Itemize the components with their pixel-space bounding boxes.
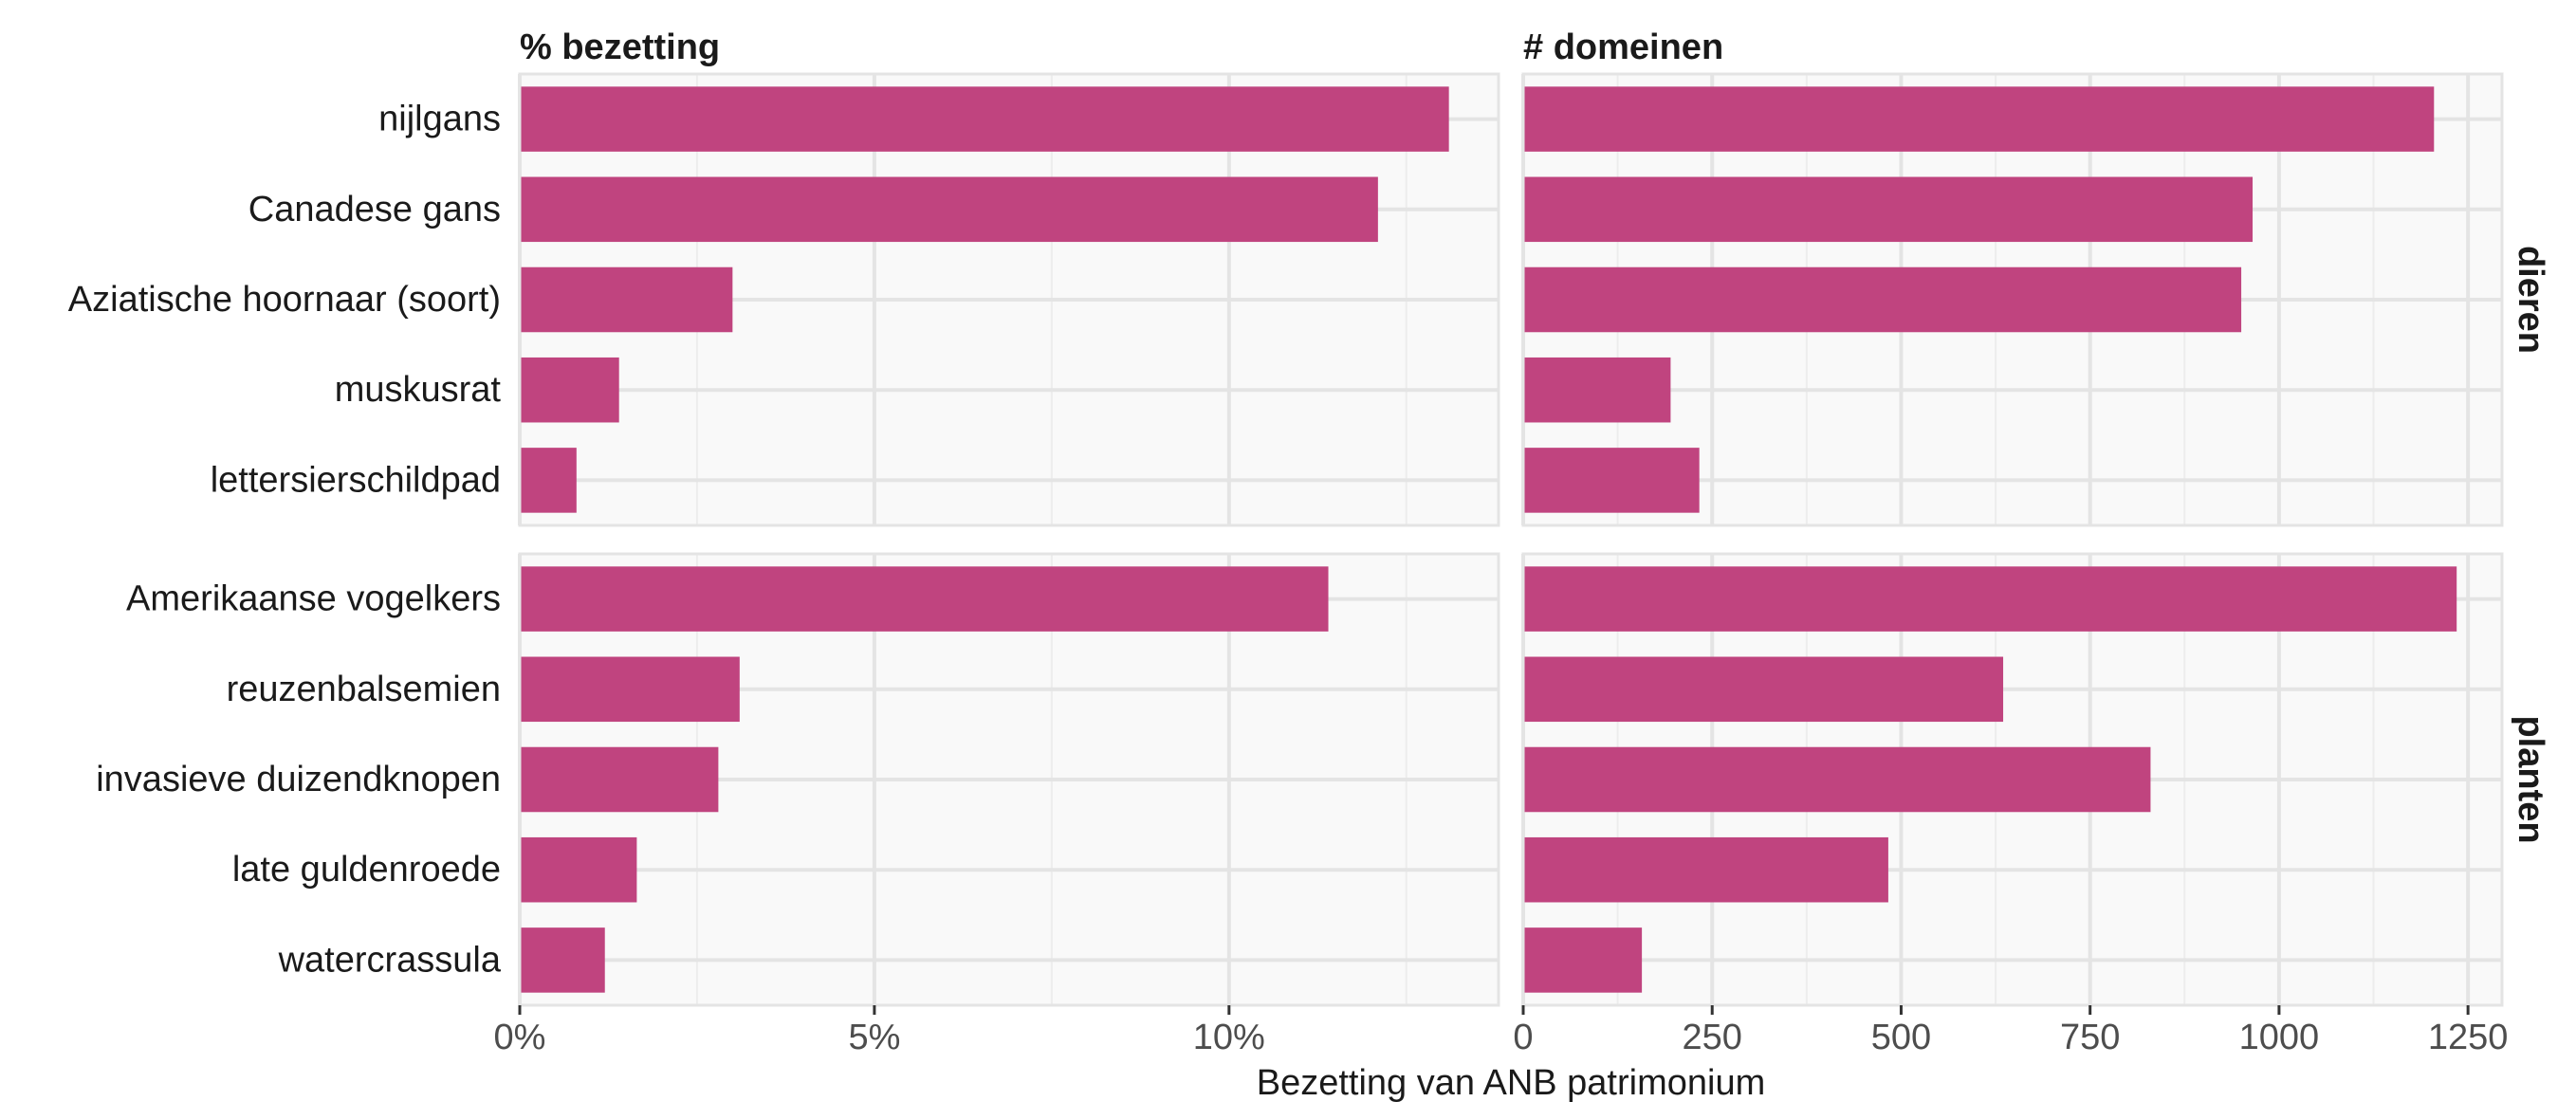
x-tick-label: 750 xyxy=(2060,1018,2120,1057)
category-label: watercrassula xyxy=(278,940,502,980)
x-tick-label: 250 xyxy=(1683,1018,1742,1057)
category-label: reuzenbalsemien xyxy=(227,670,501,709)
bar-dieren-pct-0 xyxy=(520,86,1449,152)
bar-planten-pct-0 xyxy=(520,566,1329,632)
bar-dieren-dom-0 xyxy=(1523,86,2435,152)
category-label: nijlgans xyxy=(378,100,501,139)
row-strip-label: planten xyxy=(2511,715,2550,843)
bar-planten-dom-0 xyxy=(1523,566,2457,632)
bar-planten-dom-4 xyxy=(1523,927,1643,993)
bar-dieren-dom-3 xyxy=(1523,357,1671,423)
panel-border xyxy=(1521,72,2504,527)
x-tick-label: 500 xyxy=(1871,1018,1931,1057)
x-tick-label: 0% xyxy=(494,1018,546,1057)
x-axis-title: Bezetting van ANB patrimonium xyxy=(1257,1063,1766,1103)
bar-planten-pct-4 xyxy=(520,927,605,993)
panel-dieren-pct xyxy=(518,72,1500,527)
x-tick-label: 0 xyxy=(1513,1018,1533,1057)
category-label: invasieve duizendknopen xyxy=(96,760,501,799)
bar-planten-dom-3 xyxy=(1523,836,1888,903)
category-label: lettersierschildpad xyxy=(211,460,501,500)
bar-planten-dom-2 xyxy=(1523,746,2151,813)
bar-dieren-dom-4 xyxy=(1523,448,1700,513)
bar-dieren-pct-1 xyxy=(520,176,1378,243)
panel-border xyxy=(1521,552,2504,1007)
row-strip-label: dieren xyxy=(2511,246,2550,354)
panel-dieren-dom xyxy=(1521,72,2504,527)
bar-dieren-dom-1 xyxy=(1523,176,2254,243)
column-strip-label: # domeinen xyxy=(1523,28,1723,67)
category-label: Amerikaanse vogelkers xyxy=(126,579,501,619)
bar-dieren-pct-4 xyxy=(520,448,577,513)
panel-border xyxy=(518,72,1500,527)
panel-planten-dom xyxy=(1521,552,2504,1007)
x-tick-label: 10% xyxy=(1193,1018,1265,1057)
bar-dieren-pct-3 xyxy=(520,357,619,423)
x-tick-label: 5% xyxy=(848,1018,900,1057)
category-label: late guldenroede xyxy=(232,850,501,890)
bar-planten-pct-2 xyxy=(520,746,719,813)
bar-planten-dom-1 xyxy=(1523,656,2004,723)
category-label: Canadese gans xyxy=(248,190,501,230)
category-label: muskusrat xyxy=(335,370,502,410)
column-strip-label: % bezetting xyxy=(520,28,720,67)
bar-planten-pct-1 xyxy=(520,656,740,723)
panel-planten-pct xyxy=(518,552,1500,1007)
bar-planten-pct-3 xyxy=(520,836,637,903)
bar-dieren-dom-2 xyxy=(1523,266,2242,333)
category-label: Aziatische hoornaar (soort) xyxy=(68,280,501,320)
bar-dieren-pct-2 xyxy=(520,266,733,333)
x-tick-label: 1250 xyxy=(2428,1018,2509,1057)
panel-border xyxy=(518,552,1500,1007)
x-tick-label: 1000 xyxy=(2239,1018,2320,1057)
